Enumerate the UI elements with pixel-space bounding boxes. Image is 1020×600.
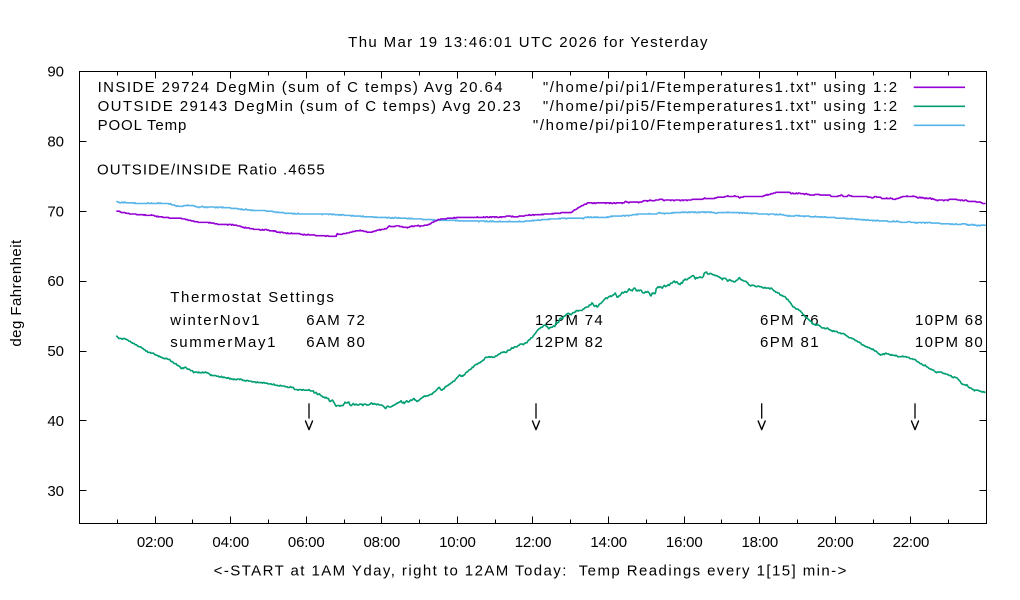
svg-text:6PM 76: 6PM 76	[760, 312, 820, 329]
svg-text:6PM 81: 6PM 81	[760, 334, 820, 351]
svg-text:04:00: 04:00	[212, 534, 249, 551]
svg-text:10PM 68: 10PM 68	[915, 312, 984, 329]
svg-text:12PM 82: 12PM 82	[535, 334, 604, 351]
svg-text:30: 30	[47, 483, 64, 500]
svg-text:40: 40	[47, 413, 64, 430]
svg-text:INSIDE 29724 DegMin (sum of C: INSIDE 29724 DegMin (sum of C temps) Avg…	[98, 79, 504, 96]
svg-text:70: 70	[47, 203, 64, 220]
svg-text:10:00: 10:00	[439, 534, 476, 551]
svg-text:winterNov1: winterNov1	[169, 312, 261, 329]
svg-text:"/home/pi/pi1/Ftemperatures1.t: "/home/pi/pi1/Ftemperatures1.txt" using …	[543, 79, 899, 96]
svg-text:06:00: 06:00	[288, 534, 325, 551]
svg-text:Thu Mar 19 13:46:01 UTC 2026 f: Thu Mar 19 13:46:01 UTC 2026 for Yesterd…	[348, 34, 709, 51]
svg-text:60: 60	[47, 273, 64, 290]
svg-text:50: 50	[47, 343, 64, 360]
svg-text:summerMay1: summerMay1	[170, 334, 277, 351]
svg-text:6AM 80: 6AM 80	[306, 334, 366, 351]
svg-text:<-START at 1AM Yday, right to: <-START at 1AM Yday, right to 12AM Today…	[214, 563, 848, 580]
svg-text:10PM 80: 10PM 80	[915, 334, 984, 351]
svg-text:Thermostat Settings: Thermostat Settings	[170, 289, 335, 306]
svg-text:90: 90	[47, 64, 64, 81]
svg-text:20:00: 20:00	[817, 534, 854, 551]
svg-text:12PM 74: 12PM 74	[535, 312, 604, 329]
svg-text:02:00: 02:00	[137, 534, 174, 551]
svg-text:OUTSIDE 29143 DegMin (sum of C: OUTSIDE 29143 DegMin (sum of C temps) Av…	[98, 98, 522, 115]
svg-text:POOL Temp: POOL Temp	[98, 117, 188, 134]
svg-text:14:00: 14:00	[590, 534, 627, 551]
svg-text:80: 80	[47, 133, 64, 150]
svg-text:deg Fahrenheit: deg Fahrenheit	[8, 239, 25, 347]
svg-text:"/home/pi/pi10/Ftemperatures1.: "/home/pi/pi10/Ftemperatures1.txt" using…	[533, 117, 899, 134]
svg-text:16:00: 16:00	[666, 534, 703, 551]
svg-text:"/home/pi/pi5/Ftemperatures1.t: "/home/pi/pi5/Ftemperatures1.txt" using …	[543, 98, 899, 115]
svg-text:OUTSIDE/INSIDE Ratio .4655: OUTSIDE/INSIDE Ratio .4655	[97, 162, 326, 179]
svg-text:6AM 72: 6AM 72	[306, 312, 366, 329]
svg-text:18:00: 18:00	[742, 534, 779, 551]
svg-text:12:00: 12:00	[515, 534, 552, 551]
svg-text:08:00: 08:00	[364, 534, 401, 551]
svg-text:22:00: 22:00	[893, 534, 930, 551]
